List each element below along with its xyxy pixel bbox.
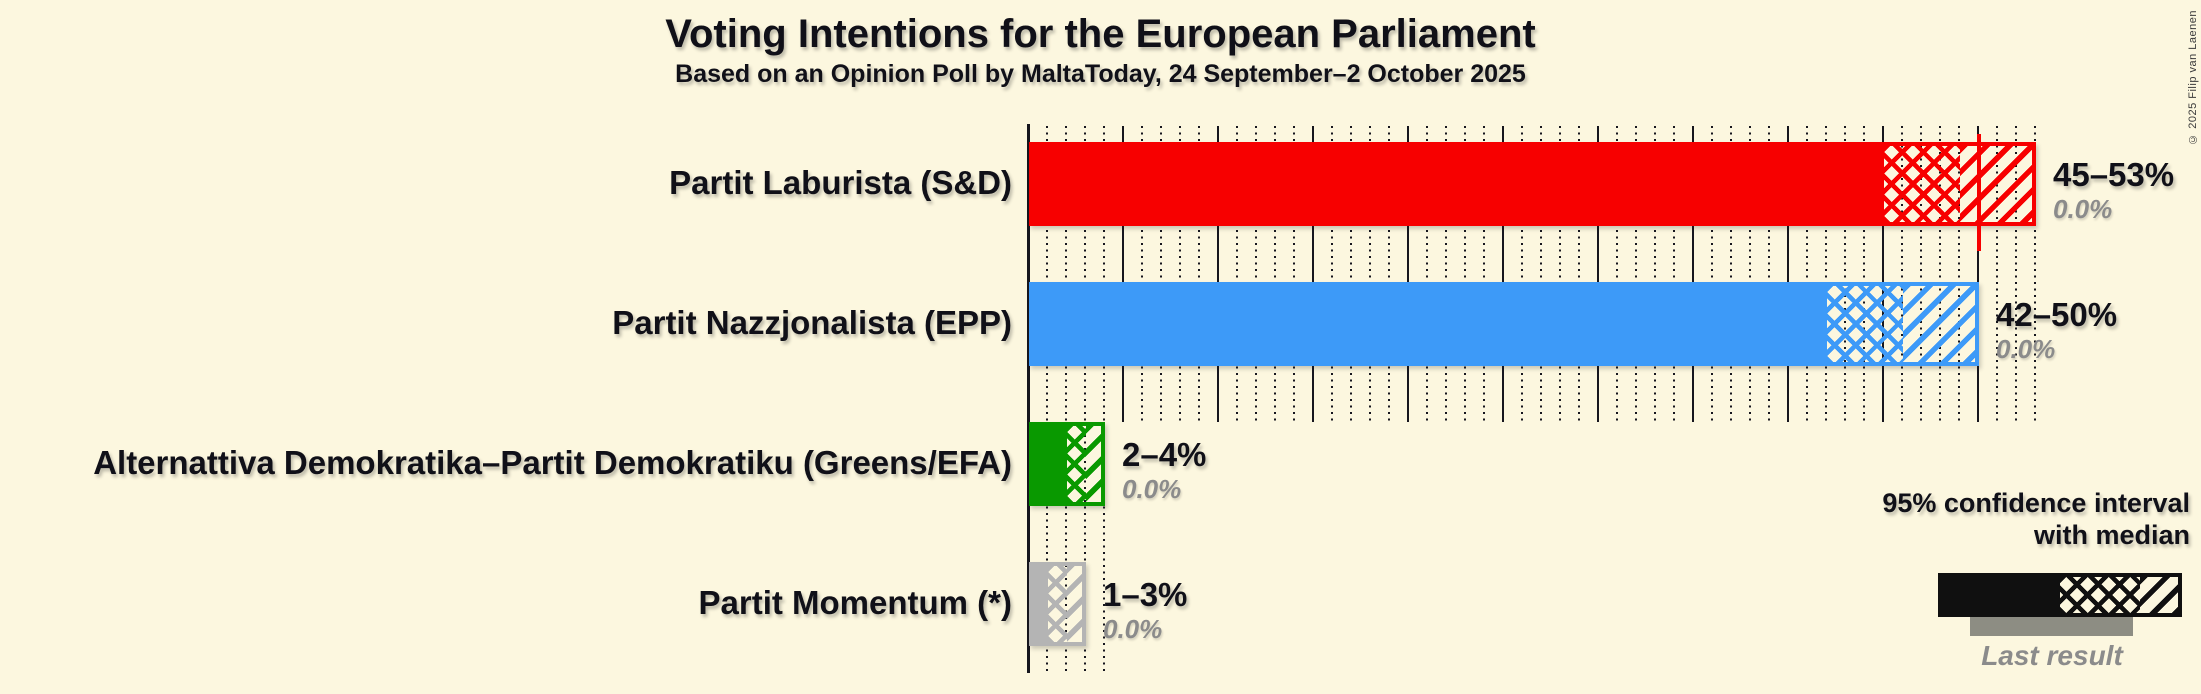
confidence-interval-bar <box>1029 562 1086 646</box>
bar-ci-upper-diagonal-segment <box>1903 286 1975 362</box>
bar-ci-lower-crosshatch-segment <box>1067 426 1086 502</box>
bar-range-label: 42–50% <box>1996 296 2118 333</box>
bar-ci-upper-diagonal-segment <box>1067 566 1082 642</box>
legend-solid-segment <box>1942 577 2060 613</box>
page-subtitle: Based on an Opinion Poll by MaltaToday, … <box>675 60 1526 88</box>
bar-label: Partit Laburista (S&D) <box>669 164 1012 201</box>
legend-ci-label: 95% confidence interval with median <box>1590 487 2190 551</box>
legend-last-result-bar <box>1970 617 2133 636</box>
legend-diagonal-segment <box>2140 577 2178 613</box>
bar-range-label: 2–4% <box>1122 436 1207 473</box>
bar-value-block: 45–53% 0.0% <box>2053 156 2174 224</box>
bar-value-block: 42–50% 0.0% <box>1996 296 2117 364</box>
bar-solid-segment <box>1033 566 1048 642</box>
bar-solid-segment <box>1033 286 1827 362</box>
legend-sample-bar <box>1938 573 2182 617</box>
bar-last-result-label: 0.0% <box>1996 334 2056 364</box>
bar-ci-lower-crosshatch-segment <box>1827 286 1903 362</box>
bar-last-result-label: 0.0% <box>2053 194 2113 224</box>
bar-ci-upper-diagonal-segment <box>1086 426 1101 502</box>
x-axis-zero-line <box>1027 124 1030 673</box>
bar-ci-lower-crosshatch-segment <box>1048 566 1067 642</box>
bar-range-label: 45–53% <box>2053 156 2175 193</box>
copyright-notice: © 2025 Filip van Laenen <box>2187 10 2199 145</box>
bar-label: Partit Momentum (*) <box>698 584 1013 621</box>
bar-solid-segment <box>1033 146 1884 222</box>
confidence-interval-bar <box>1029 422 1105 506</box>
bar-value-block: 1–3% 0.0% <box>1103 576 1187 644</box>
page-title: Voting Intentions for the European Parli… <box>665 12 1536 56</box>
confidence-interval-bar <box>1029 282 1979 366</box>
bar-ci-upper-diagonal-segment <box>1960 146 2032 222</box>
legend-ci-label-line1: 95% confidence interval <box>1882 488 2190 518</box>
bar-value-block: 2–4% 0.0% <box>1122 436 1206 504</box>
bar-last-result-label: 0.0% <box>1122 474 1182 504</box>
bar-label: Alternattiva Demokratika–Partit Demokrat… <box>93 444 1012 481</box>
bar-ci-lower-crosshatch-segment <box>1884 146 1960 222</box>
legend-last-result-label: Last result <box>1981 640 2123 671</box>
bar-label: Partit Nazzjonalista (EPP) <box>612 304 1012 341</box>
majority-threshold-line <box>1977 134 1981 251</box>
bar-last-result-label: 0.0% <box>1103 614 1163 644</box>
bar-range-label: 1–3% <box>1103 576 1188 613</box>
legend-crosshatch-segment <box>2060 577 2140 613</box>
legend-ci-label-line2: with median <box>2033 520 2190 550</box>
confidence-interval-bar <box>1029 142 2036 226</box>
bar-solid-segment <box>1033 426 1067 502</box>
